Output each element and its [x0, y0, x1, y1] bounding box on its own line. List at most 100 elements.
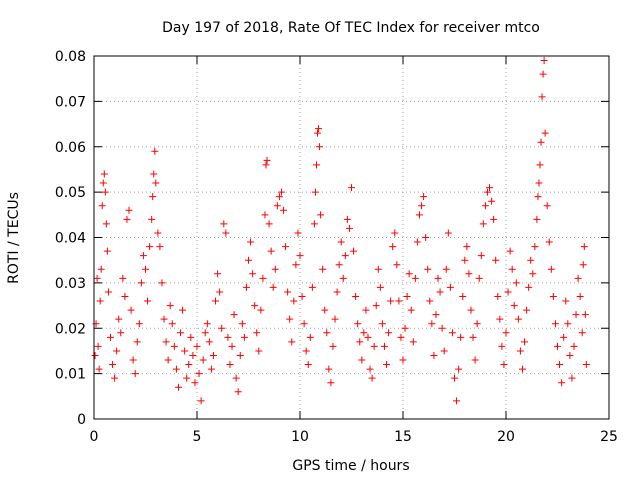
data-point	[457, 333, 465, 341]
grid-layer	[94, 56, 609, 419]
data-point	[308, 283, 316, 291]
data-point	[448, 329, 456, 337]
data-point	[142, 265, 149, 273]
data-point	[335, 261, 343, 269]
data-point	[189, 351, 197, 359]
data-point	[181, 347, 189, 355]
data-point	[461, 256, 469, 264]
data-point	[310, 220, 318, 228]
data-point	[214, 270, 222, 278]
data-point	[315, 125, 323, 133]
ticks-layer	[93, 55, 610, 420]
y-tick-label: 0.05	[55, 185, 86, 201]
data-point	[209, 351, 217, 359]
data-point	[430, 351, 438, 359]
data-point	[395, 297, 403, 305]
data-point	[205, 338, 213, 346]
data-point	[411, 274, 419, 282]
data-point	[162, 338, 170, 346]
data-point	[306, 333, 314, 341]
data-point	[106, 333, 114, 341]
data-point	[360, 329, 368, 337]
data-point	[195, 370, 203, 378]
y-tick-label: 0.06	[55, 140, 86, 156]
data-point	[479, 220, 487, 228]
data-point	[174, 383, 182, 391]
x-tick-label: 25	[600, 429, 618, 445]
data-point	[168, 320, 176, 328]
data-point	[259, 274, 267, 282]
data-point	[469, 333, 477, 341]
data-point	[302, 347, 310, 355]
data-point	[378, 320, 386, 328]
data-point	[177, 329, 185, 337]
data-point	[96, 297, 104, 305]
y-tick-label: 0.04	[55, 231, 86, 247]
data-point	[115, 315, 123, 323]
data-point	[391, 229, 399, 237]
data-point	[290, 297, 298, 305]
data-point	[226, 361, 234, 369]
data-point	[453, 397, 461, 405]
data-point	[280, 206, 288, 214]
data-point	[415, 211, 423, 219]
data-point	[104, 288, 112, 296]
data-point	[574, 274, 582, 282]
data-point	[185, 361, 193, 369]
data-point	[282, 243, 290, 251]
x-axis-label: GPS time / hours	[292, 458, 409, 474]
data-point	[255, 347, 263, 355]
x-tick-label: 10	[291, 429, 309, 445]
data-point	[543, 202, 551, 210]
data-point	[228, 342, 236, 350]
x-tick-label: 5	[193, 429, 202, 445]
data-point	[536, 161, 544, 169]
data-point	[368, 374, 376, 382]
data-point	[273, 202, 281, 210]
data-point	[432, 311, 440, 319]
data-point	[366, 365, 374, 373]
y-tick-label: 0.07	[55, 94, 86, 110]
data-point	[352, 292, 360, 300]
data-point	[137, 279, 145, 287]
data-point	[218, 324, 226, 332]
data-point	[407, 306, 415, 314]
data-point	[502, 329, 510, 337]
data-point	[131, 370, 139, 378]
data-point	[323, 329, 331, 337]
tick-labels-layer: 0 0.01 0.02 0.03 0.04 0.05 0.06 0.07 0.08 0 5 10 15 2…	[55, 49, 618, 445]
data-point	[463, 243, 471, 251]
data-point	[311, 188, 319, 196]
data-point	[549, 292, 557, 300]
data-point	[558, 379, 566, 387]
data-point	[490, 215, 498, 223]
data-point	[245, 256, 252, 264]
data-point	[201, 329, 209, 337]
data-point	[422, 234, 430, 241]
data-point	[341, 252, 349, 260]
data-point	[418, 202, 426, 210]
data-point	[545, 238, 553, 246]
y-tick-label: 0	[77, 412, 86, 428]
data-point	[364, 333, 372, 341]
data-point	[319, 265, 327, 273]
data-point	[399, 356, 407, 364]
data-point	[139, 252, 147, 260]
data-point	[102, 220, 110, 228]
data-point	[333, 288, 341, 296]
data-point	[251, 302, 259, 310]
data-point	[170, 342, 178, 350]
data-point	[387, 297, 395, 305]
data-point	[337, 238, 345, 246]
data-point	[362, 306, 370, 314]
data-point	[539, 70, 547, 78]
data-point	[99, 179, 107, 187]
data-point	[103, 247, 111, 255]
data-point	[151, 147, 159, 155]
data-point	[133, 338, 141, 346]
data-point	[498, 342, 506, 350]
data-point	[123, 215, 131, 223]
data-point	[397, 333, 405, 341]
data-point	[512, 279, 520, 287]
